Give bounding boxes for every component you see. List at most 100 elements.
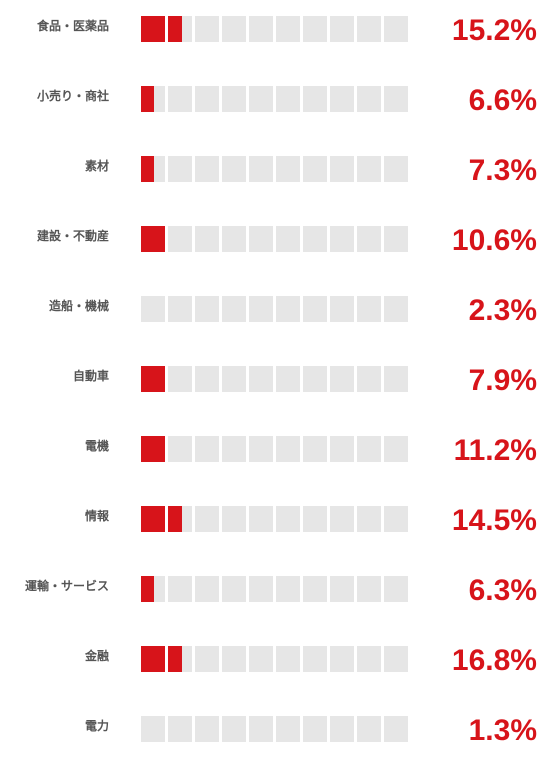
category-label: 建設・不動産 — [36, 229, 109, 243]
bar-cell — [222, 156, 246, 182]
category-label: 食品・医薬品 — [36, 19, 109, 33]
bar-cell — [222, 506, 246, 532]
value-label: 14.5% — [451, 504, 537, 537]
bar-cell — [384, 506, 408, 532]
bar-cell — [168, 226, 192, 252]
bar-cell — [303, 296, 327, 322]
bar-cell — [303, 86, 327, 112]
bar-cell — [249, 436, 273, 462]
bar-cell — [276, 716, 300, 742]
bar-fill — [141, 226, 165, 252]
value-label: 7.3% — [468, 154, 537, 187]
bar-cell — [222, 646, 246, 672]
chart-row: 建設・不動産 10.6% — [0, 224, 559, 257]
bar-cell — [249, 86, 273, 112]
bar-cell — [357, 86, 381, 112]
bar-cell — [168, 296, 192, 322]
category-label: 造船・機械 — [48, 299, 109, 313]
bar-cell — [276, 226, 300, 252]
bar-fill — [168, 506, 182, 532]
bar-cell — [276, 506, 300, 532]
bar-track — [141, 716, 409, 742]
bar-cell — [276, 156, 300, 182]
bar-cell — [330, 716, 354, 742]
bar-cell — [303, 436, 327, 462]
bar-cell — [195, 646, 219, 672]
bar-fill — [141, 646, 165, 672]
category-label: 運輸・サービス — [24, 579, 109, 593]
value-label: 15.2% — [451, 14, 537, 47]
bar-cell — [303, 16, 327, 42]
bar-cell — [384, 646, 408, 672]
bar-cell — [222, 86, 246, 112]
bar-track — [141, 296, 409, 322]
bar-cell — [276, 366, 300, 392]
chart-row: 造船・機械 2.3% — [0, 294, 559, 327]
bar-cell — [249, 646, 273, 672]
bar-cell — [357, 366, 381, 392]
bar-cell — [330, 86, 354, 112]
bar-cell — [195, 226, 219, 252]
bar-fill — [141, 156, 154, 182]
bar-cell — [330, 16, 354, 42]
bar-fill — [168, 16, 182, 42]
bar-cell — [195, 576, 219, 602]
bar-cell — [384, 156, 408, 182]
bar-cell — [249, 506, 273, 532]
category-label: 電機 — [84, 439, 109, 453]
bar-cell — [330, 436, 354, 462]
bar-cell — [168, 366, 192, 392]
bar-cell — [249, 16, 273, 42]
bar-fill — [141, 506, 165, 532]
bar-cell — [384, 436, 408, 462]
bar-cell — [303, 366, 327, 392]
value-label: 7.9% — [468, 364, 537, 397]
bar-fill — [168, 646, 182, 672]
bar-cell — [222, 226, 246, 252]
bar-cell — [357, 156, 381, 182]
bar-cell — [357, 506, 381, 532]
bar-cell — [330, 156, 354, 182]
bar-cell — [330, 646, 354, 672]
bar-cell — [303, 646, 327, 672]
bar-fill — [141, 576, 154, 602]
bar-cell — [330, 576, 354, 602]
bar-cell — [276, 436, 300, 462]
category-label: 電力 — [84, 719, 109, 733]
value-label: 16.8% — [451, 644, 537, 677]
bar-cell — [276, 16, 300, 42]
bar-cell — [141, 296, 165, 322]
bar-fill — [141, 436, 165, 462]
bar-cell — [384, 296, 408, 322]
value-label: 6.3% — [468, 574, 537, 607]
bar-cell — [357, 646, 381, 672]
bar-cell — [249, 226, 273, 252]
value-label: 1.3% — [468, 714, 537, 747]
bar-cell — [195, 716, 219, 742]
bar-track — [141, 576, 409, 602]
bar-cell — [249, 576, 273, 602]
chart-row: 素材 7.3% — [0, 154, 559, 187]
bar-cell — [168, 86, 192, 112]
bar-track — [141, 436, 409, 462]
category-label: 小売り・商社 — [36, 89, 109, 103]
bar-cell — [303, 226, 327, 252]
bar-cell — [195, 86, 219, 112]
chart-row: 自動車 7.9% — [0, 364, 559, 397]
bar-cell — [276, 86, 300, 112]
bar-cell — [222, 16, 246, 42]
bar-cell — [303, 506, 327, 532]
chart-row: 電力 1.3% — [0, 714, 559, 747]
bar-track — [141, 646, 409, 672]
bar-cell — [357, 716, 381, 742]
chart-row: 小売り・商社 6.6% — [0, 84, 559, 117]
bar-fill — [141, 366, 165, 392]
value-label: 6.6% — [468, 84, 537, 117]
bar-cell — [195, 436, 219, 462]
value-label: 10.6% — [451, 224, 537, 257]
bar-cell — [195, 156, 219, 182]
bar-cell — [195, 506, 219, 532]
bar-cell — [357, 576, 381, 602]
bar-track — [141, 16, 409, 42]
